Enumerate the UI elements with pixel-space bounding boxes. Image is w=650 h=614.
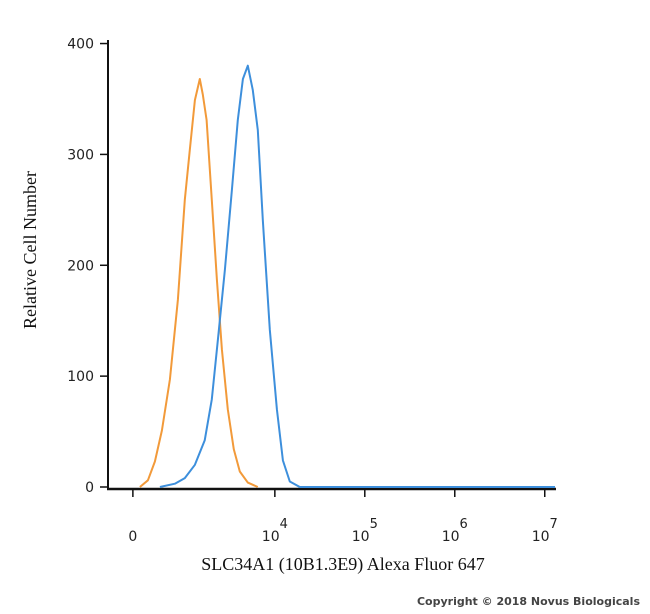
x-tick-label: 104 [262, 517, 288, 545]
x-tick-exponent: 4 [280, 517, 288, 532]
y-tick-label: 200 [67, 258, 94, 274]
x-tick-exponent: 6 [460, 517, 468, 532]
x-tick-base: 10 [532, 529, 550, 545]
x-tick-base: 10 [442, 529, 460, 545]
y-tick-label: 0 [85, 480, 94, 496]
y-tick-label: 400 [67, 37, 94, 53]
x-tick-exponent: 7 [550, 517, 558, 532]
x-tick-exponent: 5 [370, 517, 378, 532]
histogram-curve [159, 64, 555, 488]
x-tick-base: 0 [128, 529, 137, 545]
histogram-curve [139, 78, 259, 488]
x-tick-label: 107 [532, 517, 558, 545]
x-tick-base: 10 [262, 529, 280, 545]
x-axis-label: SLC34A1 (10B1.3E9) Alexa Fluor 647 [201, 554, 485, 575]
y-tick-label: 100 [67, 369, 94, 385]
x-tick-label: 0 [128, 529, 137, 545]
y-axis-label: Relative Cell Number [20, 171, 40, 329]
x-tick-label: 106 [442, 517, 468, 545]
x-tick-base: 10 [352, 529, 370, 545]
copyright: Copyright © 2018 Novus Biologicals [417, 595, 640, 608]
x-tick-label: 105 [352, 517, 378, 545]
y-tick-label: 300 [67, 147, 94, 163]
